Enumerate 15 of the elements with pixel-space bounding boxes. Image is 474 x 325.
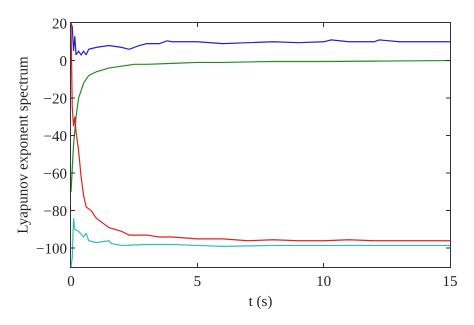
x-tick-label: 15 xyxy=(442,274,458,290)
x-tick-label: 5 xyxy=(194,274,202,290)
y-tick-label: −80 xyxy=(44,204,67,220)
y-tick-label: 0 xyxy=(60,54,67,70)
y-tick-label: −20 xyxy=(44,91,67,108)
y-tick-label: −100 xyxy=(36,241,67,258)
y-axis-title: Lyapunov exponent spectrum xyxy=(15,56,32,234)
y-tick-label: −40 xyxy=(44,128,67,145)
y-tick-label: 20 xyxy=(52,16,67,32)
line-series xyxy=(71,218,450,267)
x-tick-label: 10 xyxy=(316,274,332,290)
line-series xyxy=(71,23,450,242)
y-tick-label: −60 xyxy=(44,166,67,182)
x-axis-title: t (s) xyxy=(248,294,272,310)
line-series xyxy=(71,23,450,56)
